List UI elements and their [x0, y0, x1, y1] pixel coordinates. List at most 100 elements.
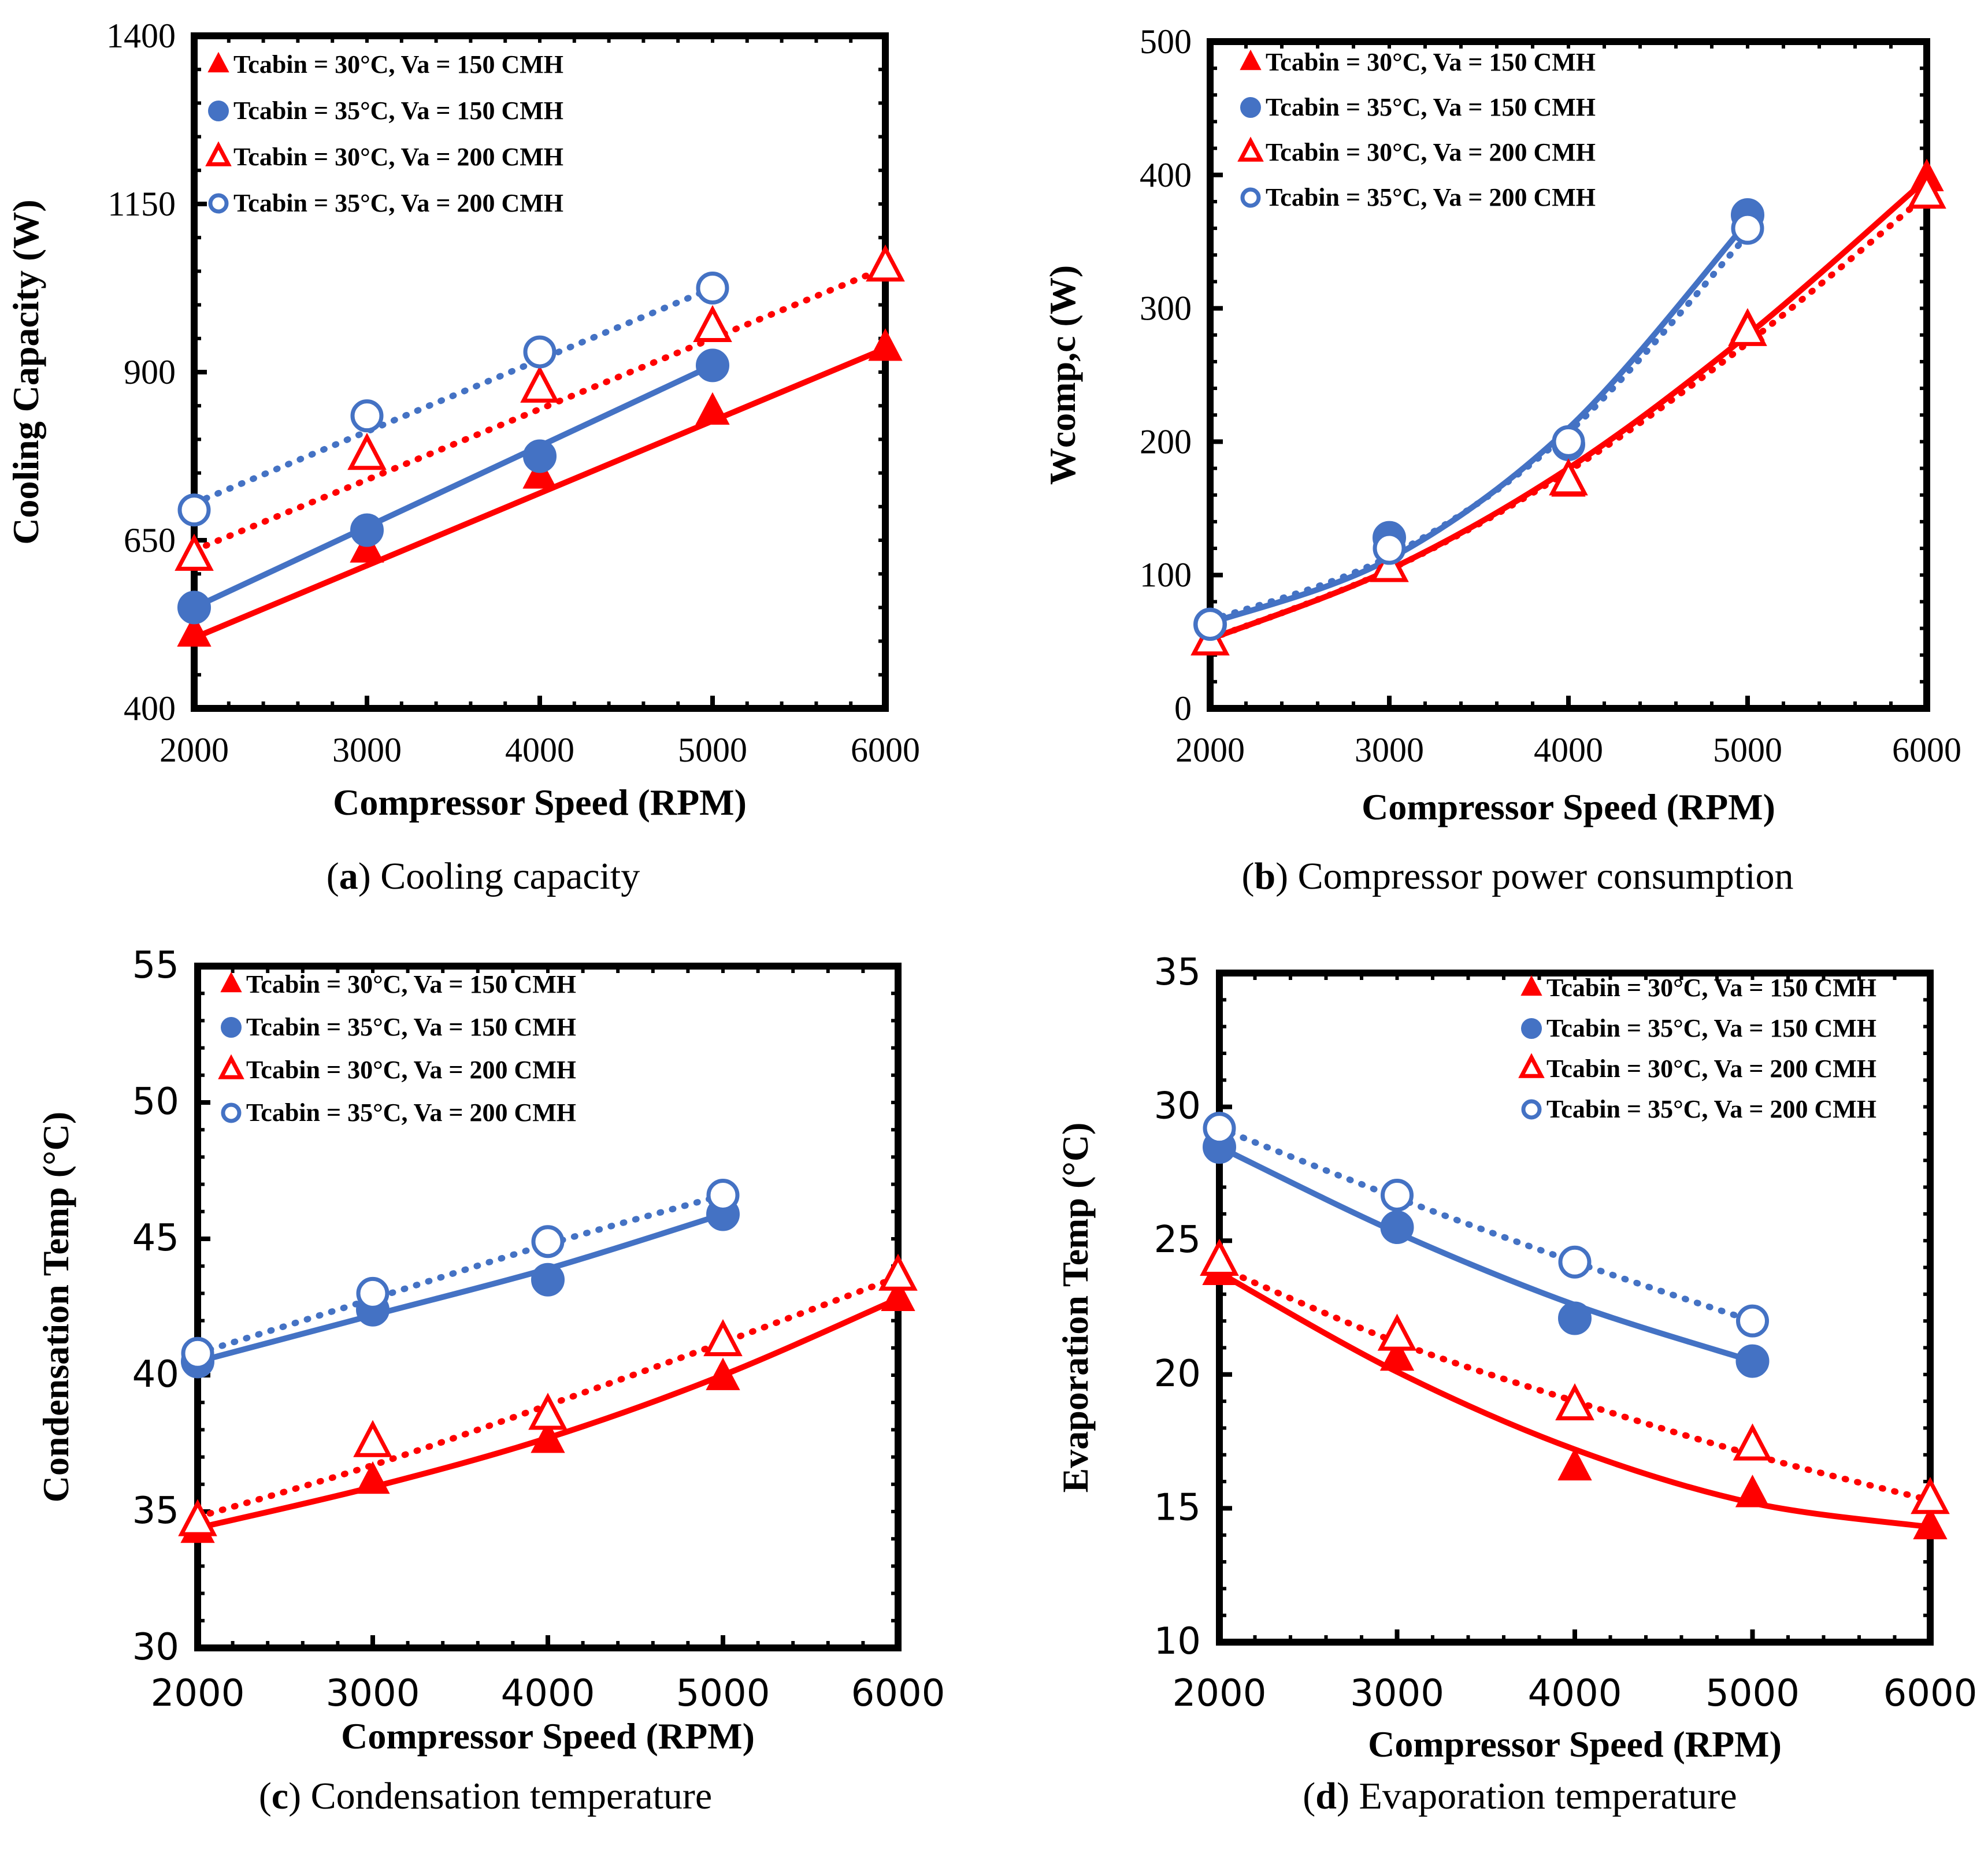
figure-caption: (b) Compressor power consumption: [1241, 855, 1793, 897]
data-point: [1203, 1112, 1236, 1145]
x-tick-label: 5000: [1713, 731, 1782, 769]
legend-label: Tcabin = 35°C, Va = 200 CMH: [246, 1098, 576, 1127]
fit-line: [191, 362, 715, 611]
y-tick-label: 100: [1140, 556, 1192, 594]
data-point: [868, 328, 903, 361]
data-point: [1377, 1313, 1417, 1351]
series-2: [177, 348, 729, 625]
data-point: [350, 513, 384, 547]
legend-label: Tcabin = 30°C, Va = 150 CMH: [1546, 974, 1876, 1002]
y-tick-label: 400: [124, 689, 176, 727]
data-point: [531, 1263, 565, 1297]
legend-label: Tcabin = 35°C, Va = 150 CMH: [1546, 1014, 1876, 1042]
legend-marker: [208, 101, 229, 121]
fit-line: [191, 285, 716, 507]
x-tick-label: 6000: [851, 731, 920, 769]
legend-label: Tcabin = 30°C, Va = 200 CMH: [1546, 1055, 1876, 1083]
x-axis-label: Compressor Speed (RPM): [1368, 1724, 1782, 1765]
data-point: [1381, 1178, 1414, 1212]
x-tick-label: 3000: [1355, 731, 1424, 769]
data-point: [531, 1420, 565, 1453]
y-axis-label: Condensation Temp (°C): [35, 1112, 76, 1502]
legend-label: Tcabin = 30°C, Va = 200 CMH: [233, 143, 563, 171]
chart-panel-c: 2000 3000 4000 5000 6000 30 35 40 45 50 55 Compress…: [35, 944, 945, 1817]
y-tick-label: 1400: [106, 17, 176, 55]
y-tick-label: 300: [1140, 289, 1192, 328]
legend-label: Tcabin = 35°C, Va = 200 CMH: [233, 189, 563, 217]
data-point: [178, 1499, 217, 1536]
x-tick-label: 3000: [332, 731, 402, 769]
series-3: [1190, 171, 1946, 656]
data-point: [703, 1319, 743, 1357]
series-2: [181, 1197, 740, 1379]
y-tick-label: 55: [132, 944, 179, 987]
legend-marker: [1237, 136, 1264, 162]
fit-line: [195, 1211, 726, 1365]
legend-label: Tcabin = 35°C, Va = 150 CMH: [1266, 93, 1596, 121]
data-point: [350, 399, 384, 433]
series-3: [178, 1253, 918, 1536]
y-tick-label: 30: [1154, 1085, 1201, 1128]
y-tick-label: 45: [132, 1217, 179, 1260]
y-tick-label: 30: [132, 1626, 179, 1669]
x-tick-label: 3000: [326, 1672, 420, 1715]
data-point: [355, 1461, 390, 1494]
legend-label: Tcabin = 35°C, Va = 150 CMH: [233, 96, 563, 125]
series-4: [181, 1178, 740, 1370]
data-point: [1549, 458, 1588, 496]
x-tick-label: 6000: [1883, 1672, 1978, 1715]
data-point: [1735, 1344, 1770, 1378]
legend-marker: [218, 1054, 244, 1079]
data-point: [523, 335, 557, 369]
data-point: [347, 433, 387, 470]
x-tick-label: 6000: [851, 1672, 945, 1715]
fit-line: [1216, 1125, 1756, 1324]
legend-marker: [1240, 49, 1262, 70]
chart-panel-b: 2000 3000 4000 5000 6000 0 100 200 300 400 500 Comp…: [1042, 23, 1961, 897]
data-point: [1907, 171, 1946, 209]
fit-line: [191, 346, 888, 641]
legend-label: Tcabin = 30°C, Va = 150 CMH: [1266, 48, 1596, 76]
series-1: [1193, 158, 1944, 654]
data-point: [1552, 425, 1585, 458]
data-point: [1555, 1383, 1594, 1421]
data-point: [1735, 1475, 1770, 1508]
legend-marker: [220, 971, 242, 993]
y-tick-label: 0: [1174, 689, 1192, 727]
legend-label: Tcabin = 30°C, Va = 200 CMH: [246, 1056, 576, 1084]
data-point: [696, 348, 729, 383]
legend-marker: [207, 51, 229, 73]
x-tick-label: 5000: [678, 731, 747, 769]
fit-line: [1207, 191, 1930, 643]
data-point: [706, 1357, 740, 1390]
fit-line: [1207, 232, 1751, 624]
data-point: [1731, 211, 1764, 245]
y-tick-label: 900: [124, 353, 176, 391]
x-tick-label: 2000: [160, 731, 229, 769]
data-point: [1728, 309, 1767, 346]
y-tick-label: 200: [1140, 422, 1192, 461]
data-point: [181, 1336, 214, 1370]
y-tick-label: 15: [1154, 1486, 1201, 1529]
data-point: [353, 1420, 392, 1457]
data-point: [1558, 1301, 1592, 1335]
y-tick-label: 500: [1140, 23, 1192, 61]
y-tick-label: 40: [132, 1353, 179, 1396]
data-point: [696, 272, 729, 305]
data-point: [881, 1278, 915, 1312]
y-tick-label: 20: [1154, 1353, 1201, 1395]
x-tick-label: 4000: [1534, 731, 1603, 769]
chart-panel-a: 2000 3000 4000 5000 6000 400 650 900 1150 1400 Com…: [5, 17, 920, 897]
y-axis-label: Cooling Capacity (W): [5, 199, 46, 544]
legend-label: Tcabin = 35°C, Va = 200 CMH: [1546, 1095, 1876, 1123]
legend-label: Tcabin = 30°C, Va = 150 CMH: [233, 50, 563, 79]
data-point: [520, 365, 559, 403]
x-axis-label: Compressor Speed (RPM): [1362, 786, 1775, 827]
y-tick-label: 400: [1140, 156, 1192, 194]
y-tick-label: 50: [132, 1081, 179, 1123]
data-point: [878, 1253, 918, 1291]
y-tick-label: 1150: [107, 185, 176, 223]
legend-marker: [1520, 975, 1542, 996]
data-point: [523, 439, 557, 473]
data-point: [1193, 608, 1227, 641]
